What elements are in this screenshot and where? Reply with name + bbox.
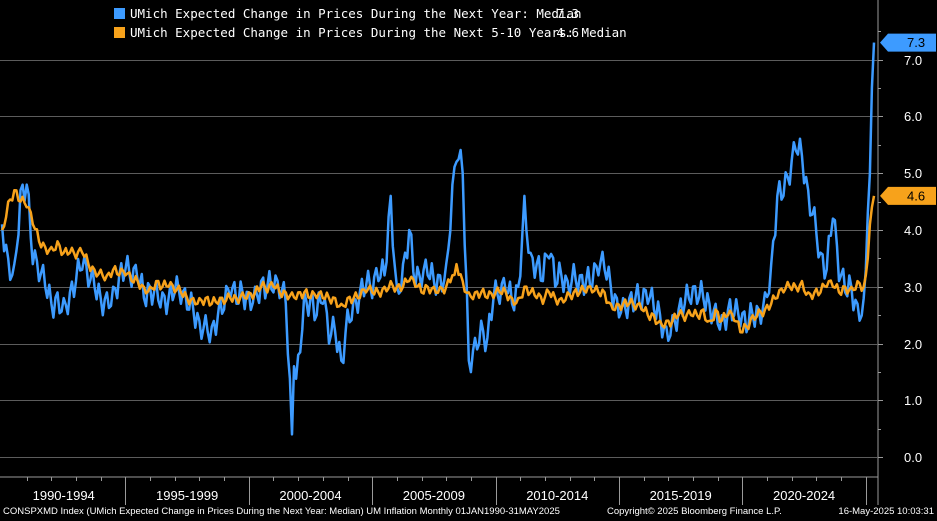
x-tick-label-2020-2024: 2020-2024 <box>773 488 835 503</box>
series-line-next-year <box>0 42 876 436</box>
last-value-tag-next-year <box>880 33 936 52</box>
last-value-tag-next-year-label: 7.3 <box>907 35 925 50</box>
y-tick-label-4.0: 4.0 <box>904 223 922 238</box>
x-tick-label-2015-2019: 2015-2019 <box>650 488 712 503</box>
y-tick-label-7.0: 7.0 <box>904 53 922 68</box>
y-tick-label-5.0: 5.0 <box>904 166 922 181</box>
legend-label-5-10-years: UMich Expected Change in Prices During t… <box>130 25 627 40</box>
legend-swatch-next-year <box>114 8 125 19</box>
y-tick-label-2.0: 2.0 <box>904 337 922 352</box>
series-line-5-10-years <box>0 188 876 334</box>
legend-entry-next-year: UMich Expected Change in Prices During t… <box>112 4 587 23</box>
x-tick-label-2010-2014: 2010-2014 <box>526 488 588 503</box>
legend-entry-5-10-years: UMich Expected Change in Prices During t… <box>112 23 627 42</box>
footer-copyright: Copyright© 2025 Bloomberg Finance L.P. <box>607 506 782 517</box>
x-tick-label-1990-1994: 1990-1994 <box>33 488 95 503</box>
legend-swatch-5-10-years <box>114 27 125 38</box>
footer-source: CONSPXMD Index (UMich Expected Change in… <box>3 506 560 517</box>
last-value-tag-5-10-years-label: 4.6 <box>907 188 925 203</box>
chart-legend: UMich Expected Change in Prices During t… <box>112 4 627 44</box>
y-tick-label-0.0: 0.0 <box>904 450 922 465</box>
x-tick-label-2000-2004: 2000-2004 <box>279 488 341 503</box>
y-tick-label-3.0: 3.0 <box>904 280 922 295</box>
legend-value-5-10-years: 4.6 <box>556 25 579 40</box>
legend-label-next-year: UMich Expected Change in Prices During t… <box>130 6 582 21</box>
legend-value-next-year: 7.3 <box>556 6 579 21</box>
footer-timestamp: 16-May-2025 10:03:31 <box>838 506 934 517</box>
x-tick-label-1995-1999: 1995-1999 <box>156 488 218 503</box>
x-tick-label-2005-2009: 2005-2009 <box>403 488 465 503</box>
y-tick-label-6.0: 6.0 <box>904 109 922 124</box>
last-value-tag-5-10-years <box>880 186 936 205</box>
y-tick-label-1.0: 1.0 <box>904 393 922 408</box>
